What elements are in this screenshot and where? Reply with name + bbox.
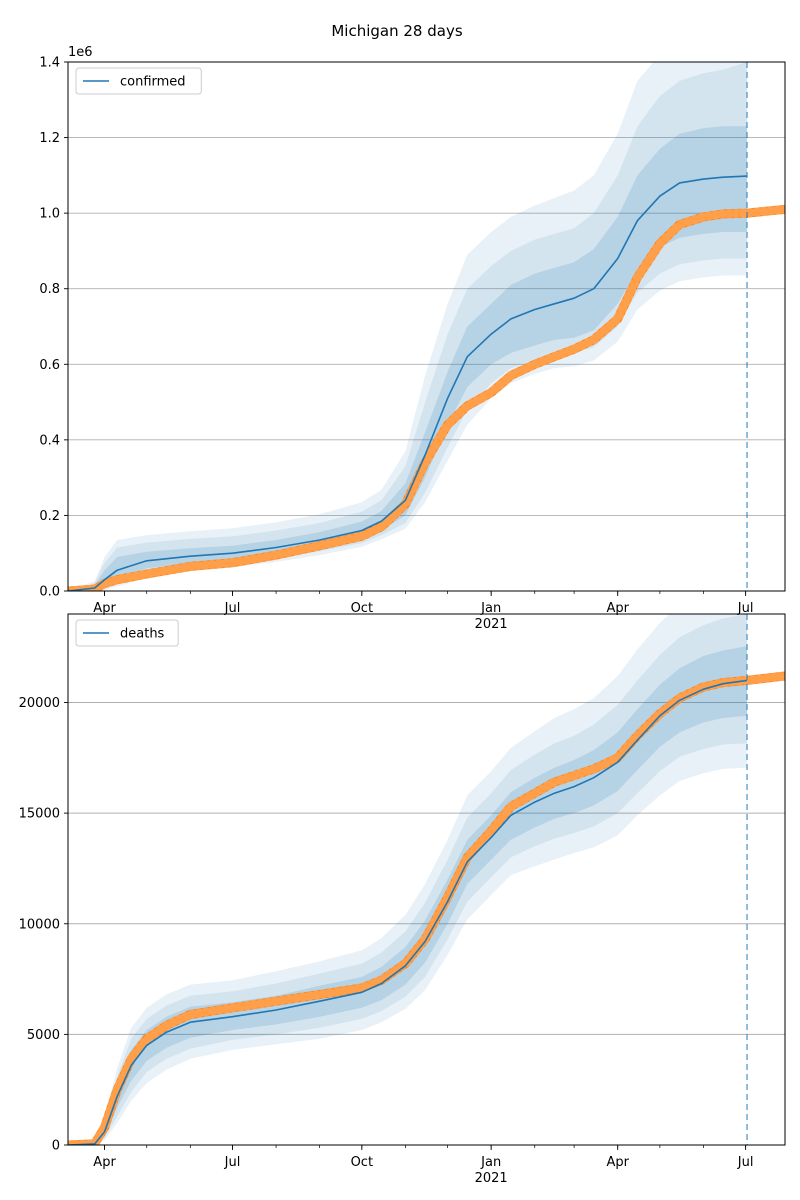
band-level-2: [68, 614, 747, 1145]
legend-box: [75, 619, 179, 647]
figure-title: Michigan 28 days: [331, 22, 462, 40]
x-tick-label: Jul: [224, 1155, 241, 1170]
x-tick-label: Apr: [93, 601, 116, 616]
y-tick-label: 10000: [19, 917, 60, 932]
observed-series-markers: [68, 204, 785, 591]
model-series: [68, 175, 748, 591]
x-tick-label: Apr: [93, 1155, 116, 1170]
y-tick-label: 0.2: [39, 509, 60, 524]
legend-label: confirmed: [120, 75, 186, 90]
y-tick-label: 1.4: [39, 56, 60, 71]
y-tick-label: 0.6: [39, 358, 60, 373]
x-tick-label: Jul: [737, 601, 754, 616]
observed-series-markers: [68, 671, 785, 1145]
confirmed-chart: 0.0 0.2 0.4 0.6 0.8 1.0 1.2 1.4 1e6 Apr Jul Oct Jan A…: [39, 45, 786, 632]
deaths-chart: 0 5000 10000 15000 20000 Apr Jul Oct Jan Apr Jul 20…: [19, 613, 786, 1186]
y-tick-label: 0.4: [39, 433, 60, 448]
x-tick-label: Jan: [480, 601, 501, 616]
x-tick-label: Jan: [480, 1155, 501, 1170]
x-year-label: 2021: [475, 1171, 508, 1186]
x-tick-label: Apr: [606, 1155, 629, 1170]
y-tick-label: 15000: [19, 807, 60, 822]
x-tick-label: Jul: [737, 1155, 754, 1170]
axes-frame: [67, 61, 786, 592]
observed-series: [68, 204, 785, 591]
y-tick-label: 0.0: [39, 585, 60, 600]
x-year-label: 2021: [475, 617, 508, 632]
y-tick-label: 1.0: [39, 207, 60, 222]
y-tick-label: 1.2: [39, 131, 60, 146]
legend: confirmed: [75, 67, 202, 95]
y-scale-label: 1e6: [68, 45, 93, 60]
band-level-3: [68, 614, 747, 1145]
y-tick-label: 0.8: [39, 282, 60, 297]
y-tick-label: 5000: [27, 1028, 60, 1043]
x-tick-label: Apr: [606, 601, 629, 616]
band-level-3: [68, 62, 747, 591]
y-tick-label: 20000: [19, 696, 60, 711]
x-tick-label: Jul: [224, 601, 241, 616]
legend-box: [75, 67, 202, 95]
y-tick-label: 0: [52, 1139, 60, 1154]
x-tick-label: Oct: [351, 1155, 373, 1170]
axes-frame: [67, 613, 786, 1146]
legend-label: deaths: [120, 627, 165, 642]
legend: deaths: [75, 619, 179, 647]
x-tick-label: Oct: [351, 601, 373, 616]
observed-series: [68, 671, 785, 1145]
model-series: [68, 679, 748, 1145]
